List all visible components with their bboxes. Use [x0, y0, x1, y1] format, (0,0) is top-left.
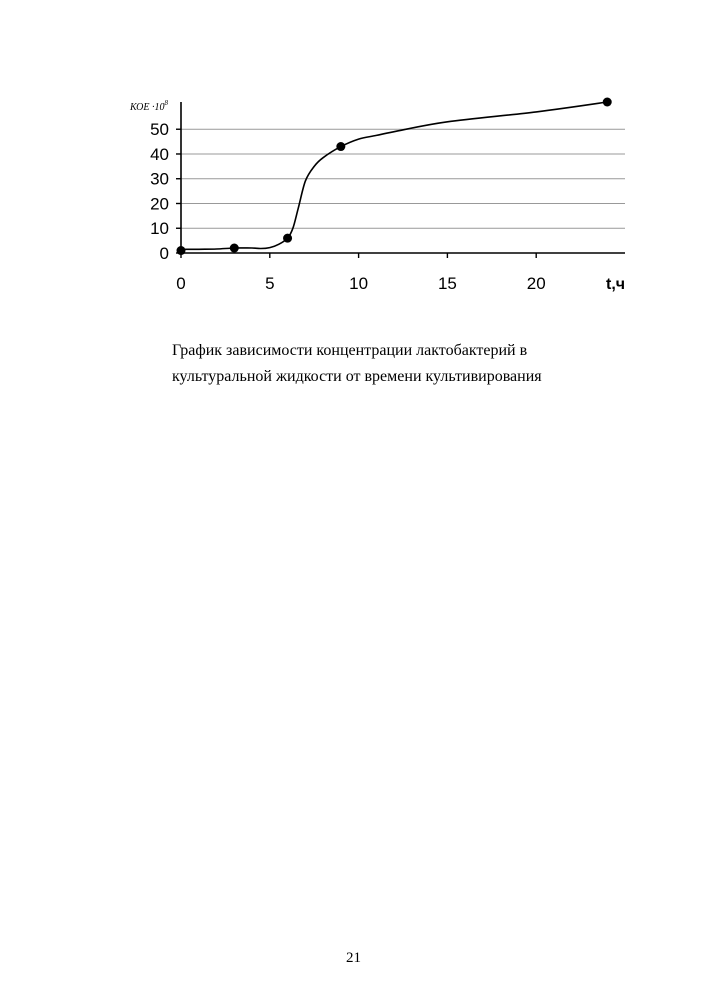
y-ticks: 0 10 20 30 40 50	[150, 120, 181, 263]
caption-line-2: культуральной жидкости от времени культи…	[172, 368, 542, 385]
data-points	[176, 97, 612, 256]
chart: 0 5 10 15 20 0 10 20 30 40 50 КОЕ ·108 t,ч	[129, 97, 625, 293]
y-tick-label-50: 50	[150, 120, 169, 139]
x-tick-label-0: 0	[176, 274, 185, 293]
page-number: 21	[346, 950, 361, 966]
y-tick-label-30: 30	[150, 170, 169, 189]
y-tick-label-40: 40	[150, 145, 169, 164]
series-line	[181, 101, 608, 251]
x-axis-label: t,ч	[606, 276, 625, 293]
data-point-2	[283, 233, 293, 243]
grid-lines	[181, 128, 625, 229]
figure-caption: График зависимости концентрации лактобак…	[172, 338, 612, 390]
y-tick-label-10: 10	[150, 219, 169, 238]
y-tick-label-0: 0	[160, 244, 169, 263]
data-point-0	[176, 246, 186, 256]
data-point-1	[229, 243, 239, 253]
y-axis-label: КОЕ ·108	[129, 99, 169, 113]
x-tick-label-10: 10	[349, 274, 368, 293]
x-tick-label-20: 20	[527, 274, 546, 293]
data-point-3	[336, 142, 346, 152]
data-point-4	[602, 97, 612, 107]
x-ticks: 0 5 10 15 20	[176, 253, 546, 293]
x-tick-label-15: 15	[438, 274, 457, 293]
caption-line-1: График зависимости концентрации лактобак…	[172, 342, 528, 359]
x-tick-label-5: 5	[265, 274, 274, 293]
y-tick-label-20: 20	[150, 194, 169, 213]
